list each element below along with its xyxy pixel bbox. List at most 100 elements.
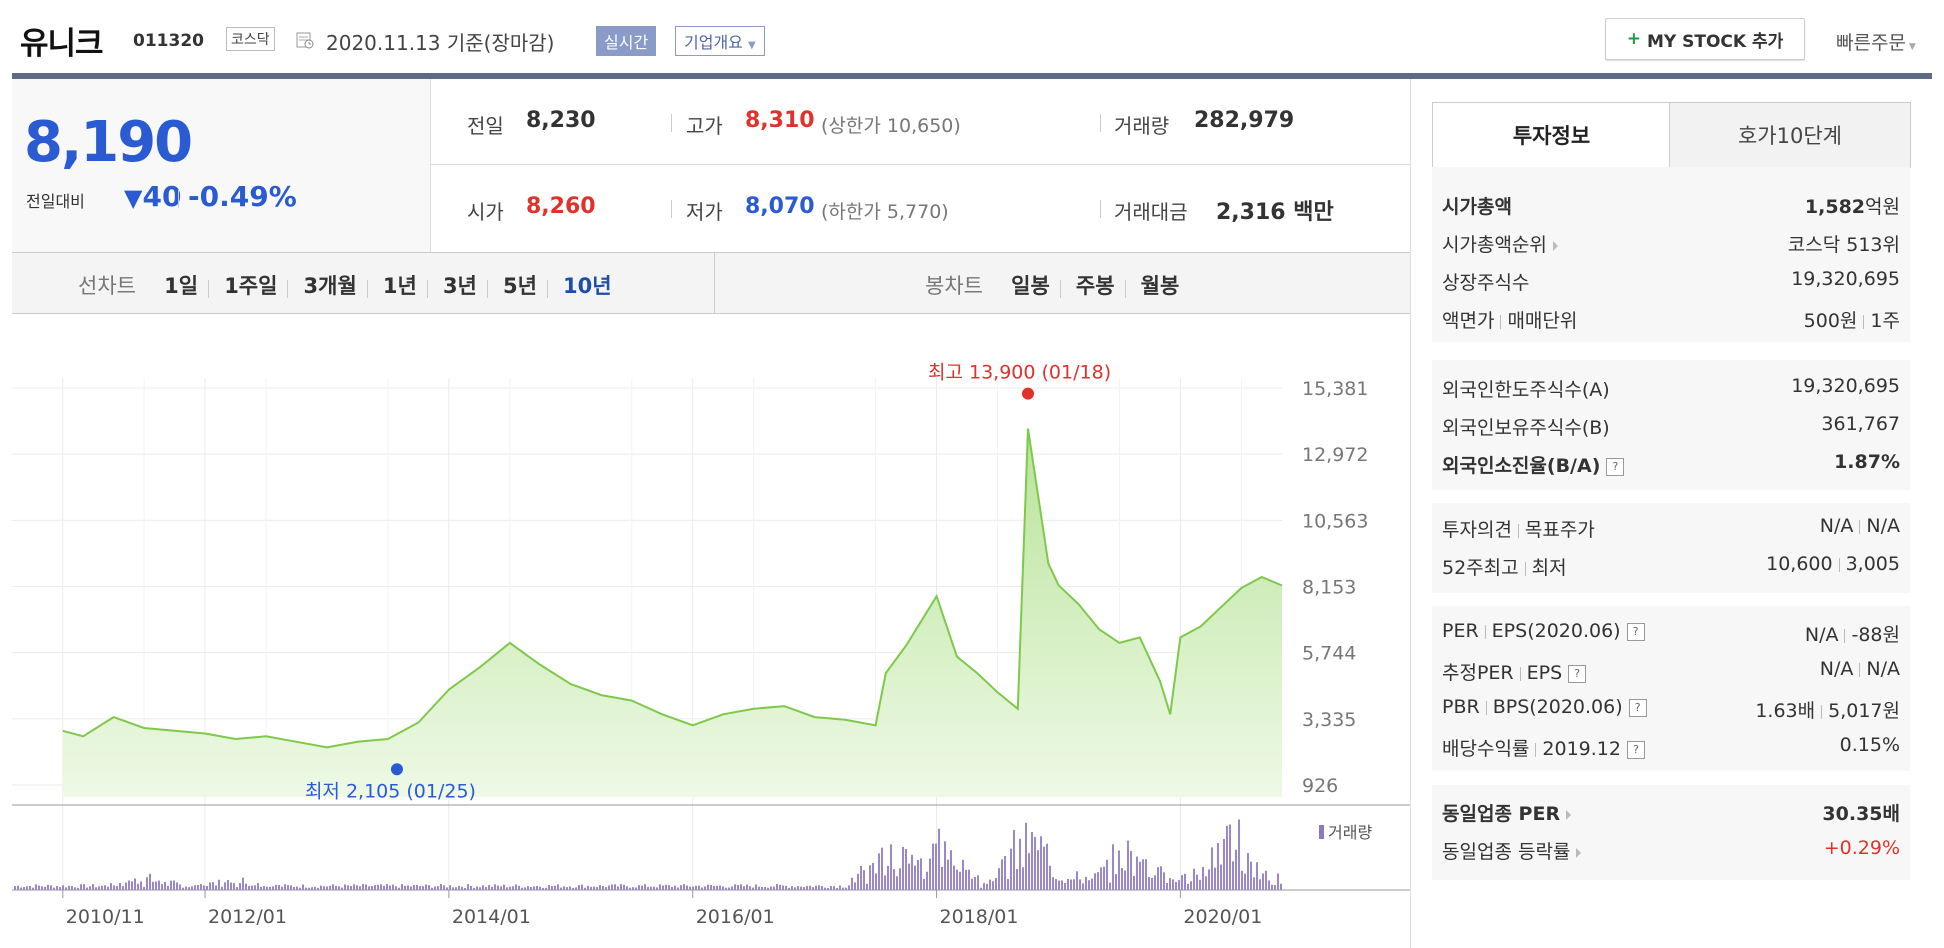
volume-bar xyxy=(338,886,340,890)
volume-bar xyxy=(188,887,190,890)
volume-bar xyxy=(962,859,964,890)
volume-bar xyxy=(782,885,784,890)
volume-bar xyxy=(701,887,703,890)
volume-bar xyxy=(218,879,220,890)
per-label: PER xyxy=(1442,620,1479,642)
volume-bar xyxy=(500,886,502,890)
help-icon[interactable]: ? xyxy=(1627,740,1646,759)
volume-bar xyxy=(203,885,205,890)
volume-bar xyxy=(1037,850,1039,890)
volume-bar xyxy=(71,886,73,890)
prev-close-value: 8,230 xyxy=(526,108,596,133)
volume-bar xyxy=(1091,878,1093,890)
volume-bar xyxy=(710,885,712,890)
volume-bar xyxy=(1160,866,1162,890)
volume-bar xyxy=(1247,853,1249,890)
bps-value: 5,017원 xyxy=(1828,700,1900,722)
volume-bar xyxy=(1121,868,1123,890)
volume-bar xyxy=(1076,871,1078,890)
volume-bar xyxy=(32,887,34,890)
period-1y[interactable]: 1년 xyxy=(382,274,417,298)
volume-bar xyxy=(461,886,463,890)
volume-bar xyxy=(698,885,700,890)
volume-bar xyxy=(797,886,799,890)
volume-bar xyxy=(707,884,709,890)
help-icon[interactable]: ? xyxy=(1628,698,1647,717)
period-3m[interactable]: 3개월 xyxy=(303,274,357,298)
volume-bar xyxy=(1064,883,1066,890)
period-10y[interactable]: 10년 xyxy=(563,274,612,298)
volume-bar xyxy=(209,882,211,890)
volume-bar xyxy=(116,886,118,890)
quick-order-dropdown[interactable]: 빠른주문 ▼ xyxy=(1836,28,1916,55)
row-divider xyxy=(430,164,1410,165)
bps-label: BPS(2020.06) xyxy=(1492,696,1623,718)
volume-bar xyxy=(137,883,139,890)
volume-bar xyxy=(437,886,439,890)
volume-bar xyxy=(740,884,742,890)
add-mystock-button[interactable]: + MY STOCK 추가 xyxy=(1605,18,1805,60)
volume-bar xyxy=(716,885,718,890)
volume-bar xyxy=(893,869,895,890)
volume-bar xyxy=(623,884,625,890)
rank-label: 시가총액순위 xyxy=(1442,234,1547,256)
volume-bar xyxy=(230,882,232,890)
volume-bar xyxy=(401,884,403,890)
volume-bar xyxy=(392,884,394,890)
help-icon[interactable]: ? xyxy=(1568,664,1587,683)
period-3y[interactable]: 3년 xyxy=(442,274,477,298)
volume-bar xyxy=(758,886,760,890)
candle-daily[interactable]: 일봉 xyxy=(1011,274,1050,298)
volume-bar xyxy=(890,844,892,890)
candle-monthly[interactable]: 월봉 xyxy=(1140,274,1180,298)
volume-bar xyxy=(332,884,334,890)
volume-bar xyxy=(1238,819,1240,890)
prev-close-label: 전일 xyxy=(467,114,504,138)
price-chart[interactable]: 15,381 12,972 10,563 8,153 5,744 3,335 926 2010… xyxy=(12,360,1410,935)
volume-bar xyxy=(776,884,778,890)
down-triangle-icon: ▼ xyxy=(124,184,143,212)
volume-bar xyxy=(512,886,514,890)
period-1d[interactable]: 1일 xyxy=(164,274,199,298)
divider xyxy=(671,112,672,132)
volume-bar xyxy=(863,870,865,890)
candle-weekly[interactable]: 주봉 xyxy=(1075,274,1115,298)
volume-bar xyxy=(419,885,421,890)
period-5y[interactable]: 5년 xyxy=(502,274,537,298)
y-tick-label: 12,972 xyxy=(1302,444,1368,466)
volume-bar xyxy=(356,885,358,890)
volume-bar xyxy=(929,858,931,890)
period-1w[interactable]: 1주일 xyxy=(224,274,278,298)
volume-bar xyxy=(1130,851,1132,890)
period-bar xyxy=(12,252,1410,314)
volume-bar xyxy=(905,849,907,890)
volume-bar xyxy=(1202,866,1204,890)
volume-bar xyxy=(815,885,817,890)
volume-bar xyxy=(794,887,796,890)
volume-bar xyxy=(59,887,61,890)
volume-bar xyxy=(839,885,841,890)
tab-order-book[interactable]: 호가10단계 xyxy=(1669,102,1911,168)
tab-investment-info[interactable]: 투자정보 xyxy=(1432,102,1671,167)
volume-bar xyxy=(506,887,508,890)
company-overview-dropdown[interactable]: 기업개요 ▼ xyxy=(675,26,765,56)
est-per-label: 추정PER xyxy=(1442,662,1514,684)
help-icon[interactable]: ? xyxy=(1626,622,1645,641)
volume-bar xyxy=(914,865,916,890)
volume-bar xyxy=(29,885,31,890)
help-icon[interactable]: ? xyxy=(1606,457,1625,476)
volume-bar xyxy=(1112,844,1114,890)
volume-bar xyxy=(692,886,694,890)
x-tick-label: 2016/01 xyxy=(696,906,775,928)
volume-bar xyxy=(1175,881,1177,890)
volume-bar xyxy=(686,885,688,890)
volume-bar xyxy=(1070,879,1072,890)
volume-bar xyxy=(1046,843,1048,890)
par-label: 액면가 xyxy=(1442,310,1495,332)
volume-bar xyxy=(959,871,961,890)
volume-bar xyxy=(167,885,169,890)
realtime-button[interactable]: 실시간 xyxy=(596,26,657,56)
volume-bar xyxy=(1280,883,1282,890)
volume-bar xyxy=(140,881,142,890)
arrow-right-icon xyxy=(1576,847,1582,858)
